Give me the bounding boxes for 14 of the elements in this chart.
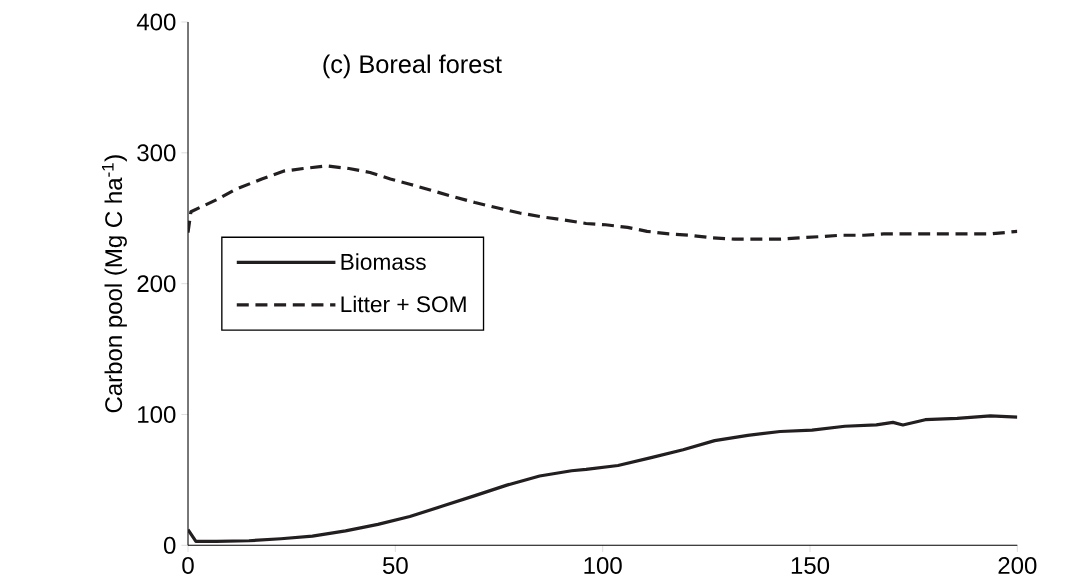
y-tick-label: 200 <box>137 275 176 293</box>
text: (c) Boreal forest <box>323 54 502 79</box>
x-tick-label: 0 <box>182 556 194 574</box>
y-tick-label: 300 <box>137 144 176 162</box>
x-tick-label: 200 <box>998 556 1037 574</box>
x-tick-label: 100 <box>584 556 622 574</box>
legend-label: Biomass <box>341 253 426 270</box>
x-tick-label: 150 <box>791 556 830 574</box>
y-tick-label: 400 <box>136 13 176 31</box>
y-tick-label: 0 <box>163 536 176 554</box>
y-tick-label: 100 <box>138 405 176 423</box>
y-axis-title: Carbon pool (Mg C ha$^{-1}$) <box>102 155 127 413</box>
legend-label: Litter + SOM <box>341 295 466 313</box>
x-tick-label: 50 <box>382 556 408 574</box>
